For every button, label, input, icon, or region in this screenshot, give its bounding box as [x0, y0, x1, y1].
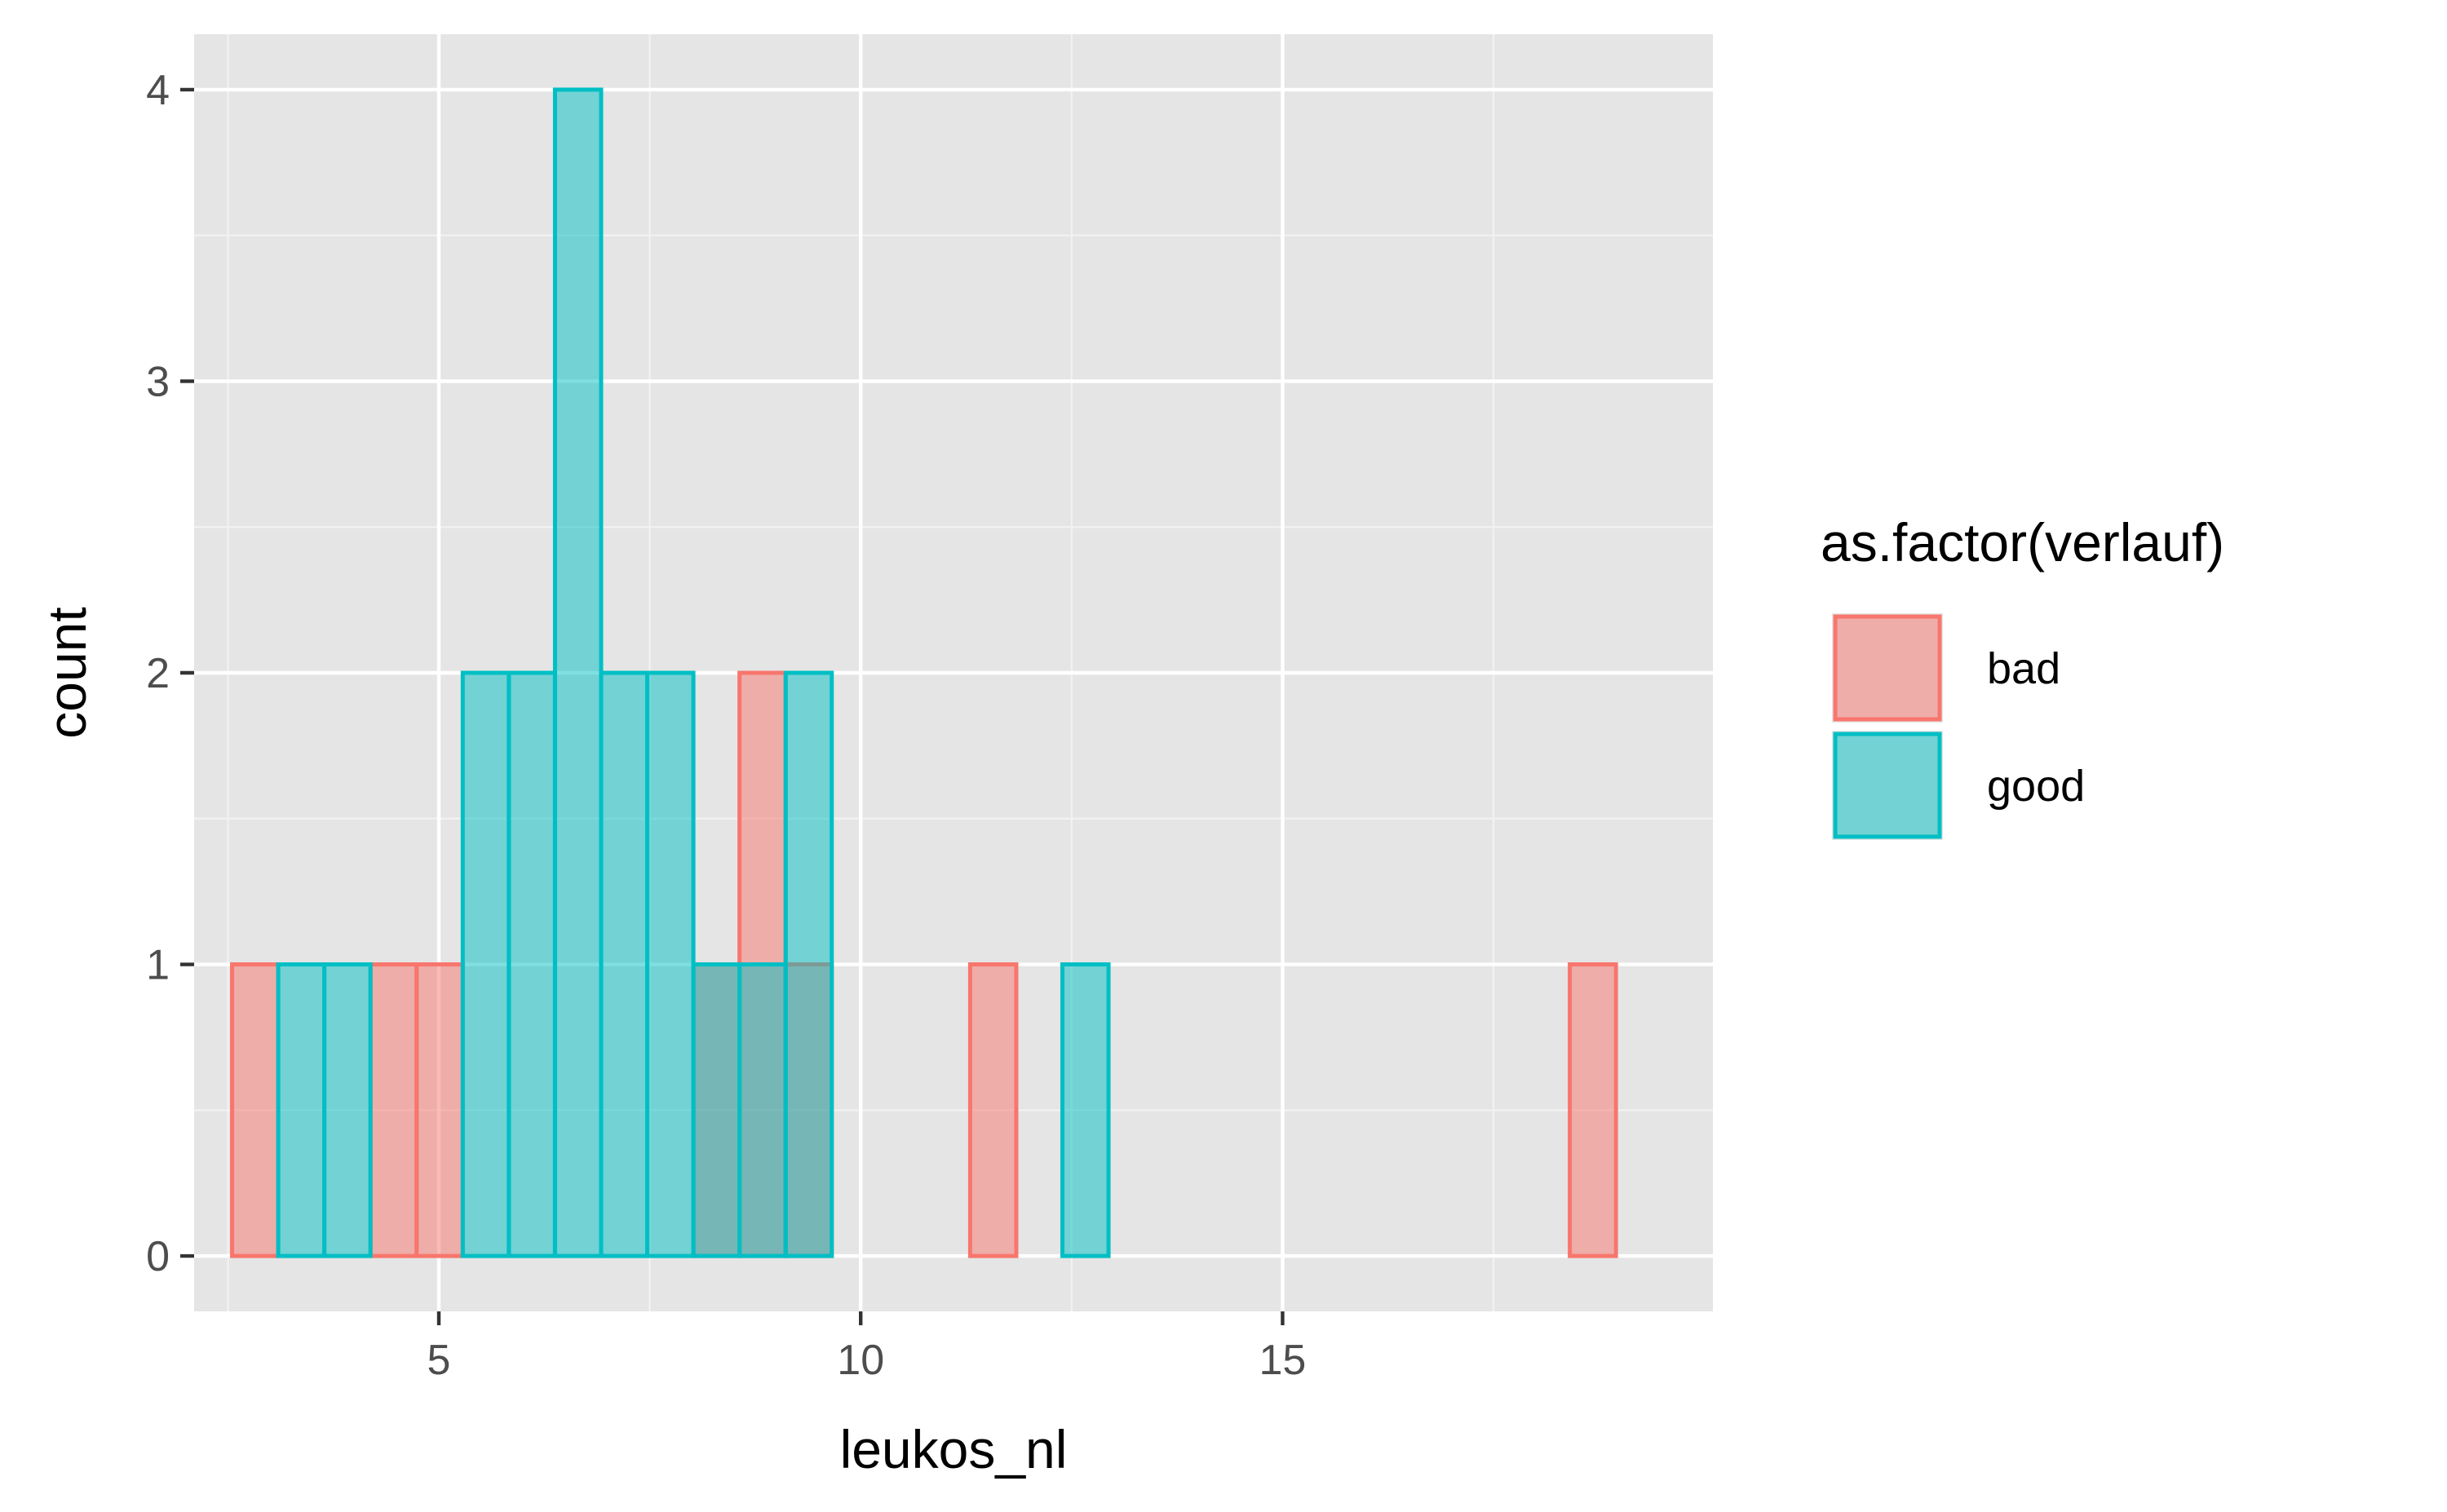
bar-bad-0	[230, 962, 281, 1258]
bar-bad-3	[368, 962, 419, 1258]
y-tick-label: 3	[146, 358, 170, 405]
legend-title: as.factor(verlauf)	[1821, 512, 2224, 573]
y-tick-label: 2	[146, 650, 170, 697]
x-axis-title: leukos_nl	[840, 1419, 1068, 1479]
major-gridlines	[194, 34, 1713, 1311]
bar-good-2	[322, 962, 373, 1258]
bar-good-10	[691, 962, 742, 1258]
bar-good-5	[460, 670, 511, 1258]
legend: as.factor(verlauf) bad good	[1821, 512, 2224, 840]
bar-bad-4	[414, 962, 465, 1258]
legend-key-good	[1833, 732, 1942, 839]
bar-good-8	[599, 670, 650, 1258]
bar-good-12	[783, 670, 834, 1258]
bar-good-6	[507, 670, 557, 1258]
bar-good-9	[645, 670, 696, 1258]
bar-good-1	[276, 962, 327, 1258]
bar-bad-29	[1568, 962, 1618, 1258]
y-tick-label: 1	[146, 942, 170, 989]
bar-good-11	[737, 962, 788, 1258]
x-tick-label: 5	[427, 1337, 451, 1384]
legend-label-good: good	[1987, 762, 2085, 811]
histogram-bars	[230, 87, 1618, 1258]
y-tick-label: 4	[146, 67, 170, 114]
x-axis: 5 10 15	[427, 1311, 1307, 1384]
y-tick-label: 0	[146, 1233, 170, 1280]
legend-key-bad	[1833, 614, 1942, 722]
y-axis-title: count	[37, 607, 97, 738]
series-good	[276, 87, 1111, 1258]
bar-bad-16	[967, 962, 1019, 1258]
legend-label-bad: bad	[1987, 644, 2060, 693]
y-axis: 0 1 2 3 4	[146, 67, 194, 1280]
bar-good-18	[1060, 962, 1111, 1258]
x-tick-label: 10	[837, 1337, 884, 1384]
bar-good-7	[552, 87, 604, 1258]
x-tick-label: 15	[1259, 1337, 1307, 1384]
